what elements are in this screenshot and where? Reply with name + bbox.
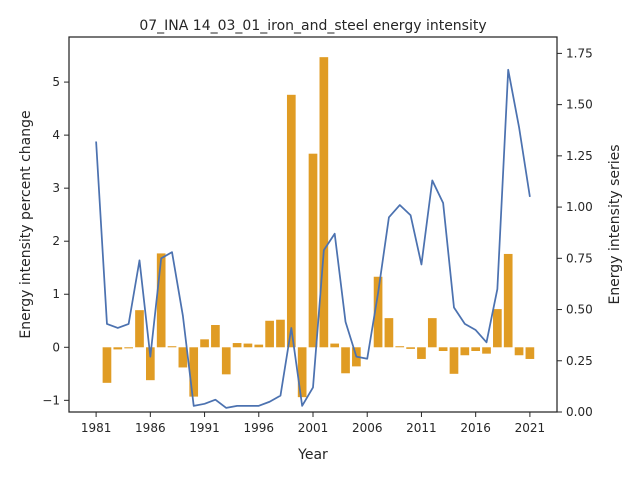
bar-2003: [330, 343, 340, 348]
y-axis-left-label: Energy intensity percent change: [18, 110, 34, 338]
x-tick-label-1981: 1981: [81, 421, 112, 435]
bar-2000: [297, 347, 307, 398]
line-path: [95, 68, 531, 409]
y-left-tick-label-4: 4: [52, 128, 60, 142]
bar-1986: [146, 347, 155, 381]
bar-2020: [514, 347, 524, 356]
bar-1989: [178, 347, 188, 368]
x-tick-label-1986: 1986: [135, 421, 166, 435]
bar-1993: [221, 347, 231, 375]
bar-2008: [384, 318, 394, 348]
bar-2007: [373, 276, 383, 348]
x-tick-label-2016: 2016: [460, 421, 491, 435]
y-left-tick-label-0: 0: [52, 340, 60, 354]
bar-1998: [276, 319, 285, 348]
x-axis-label: Year: [297, 447, 328, 463]
y-left-tick-label-3: 3: [52, 181, 60, 195]
y-left-tick-label-5: 5: [52, 75, 60, 89]
y-right-tick-label-0.25: 0.25: [566, 354, 593, 368]
bar-1999: [286, 94, 296, 348]
y-left-tick-label--1: −1: [42, 393, 60, 407]
bar-2001: [308, 153, 318, 348]
y-right-tick-label-0.5: 0.50: [566, 303, 593, 317]
x-tick-label-2001: 2001: [298, 421, 329, 435]
x-axis: 1981 1986 1991 1996 2001 2006 2011 2016 2021: [81, 412, 545, 435]
bar-2018: [493, 309, 502, 348]
bar-2012: [427, 318, 437, 348]
bar-2014: [449, 347, 459, 374]
x-tick-label-1996: 1996: [244, 421, 275, 435]
bar-1987: [156, 253, 166, 348]
bar-1984: [124, 347, 133, 349]
bar-1995: [243, 343, 253, 348]
bar-2016: [471, 347, 481, 351]
y-right-tick-label-1: 1.00: [566, 200, 593, 214]
y-left-tick-label-2: 2: [52, 234, 60, 248]
bar-2010: [406, 347, 415, 349]
x-tick-label-2006: 2006: [352, 421, 383, 435]
bar-1988: [167, 346, 177, 348]
y-axis-right-label: Energy intensity series: [607, 144, 623, 304]
y-right-tick-label-0: 0.00: [566, 405, 593, 419]
x-tick-label-1991: 1991: [189, 421, 220, 435]
y-right-tick-label-1.5: 1.50: [566, 98, 593, 112]
y-right-tick-label-0.75: 0.75: [566, 251, 593, 265]
bar-2013: [438, 347, 448, 351]
line-series: [95, 68, 531, 409]
bar-1996: [254, 344, 264, 348]
bar-2019: [503, 253, 513, 348]
bar-2009: [395, 346, 405, 348]
bar-1985: [135, 310, 144, 348]
bar-2004: [341, 347, 350, 374]
bar-1982: [102, 347, 112, 383]
bar-2021: [525, 347, 535, 359]
bar-2017: [482, 347, 491, 354]
y-right-tick-label-1.75: 1.75: [566, 46, 593, 60]
bar-1983: [113, 347, 123, 350]
bar-1991: [200, 339, 209, 348]
y-axis-left: −1 0 1 2 3 4 5: [42, 75, 69, 407]
x-tick-label-2021: 2021: [515, 421, 546, 435]
bar-series: [102, 57, 535, 398]
y-axis-right: 0.00 0.25 0.50 0.75 1.00 1.25 1.50 1.75: [557, 46, 593, 419]
bar-1994: [232, 343, 242, 348]
y-left-tick-label-1: 1: [52, 287, 60, 301]
bar-2002: [319, 57, 329, 348]
x-tick-label-2011: 2011: [406, 421, 437, 435]
bar-1990: [189, 347, 199, 397]
bar-1997: [265, 320, 274, 348]
bar-2011: [417, 347, 426, 359]
chart-title: 07_INA 14_03_01_iron_and_steel energy in…: [139, 18, 486, 34]
bar-2015: [460, 347, 470, 356]
y-right-tick-label-1.25: 1.25: [566, 149, 593, 163]
bar-1992: [211, 325, 220, 348]
